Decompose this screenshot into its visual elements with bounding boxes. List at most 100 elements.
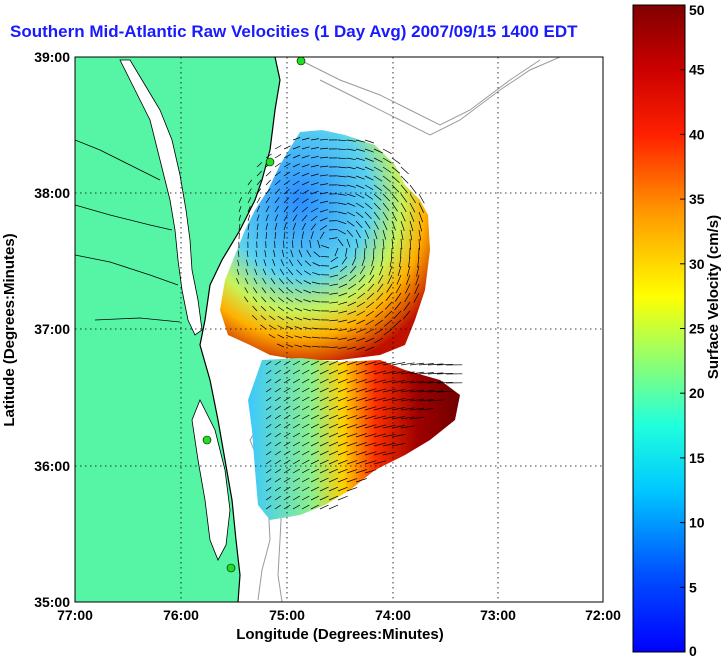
station-marker-2[interactable] bbox=[265, 157, 275, 167]
velocity-vector bbox=[260, 324, 267, 330]
velocity-vector bbox=[265, 205, 270, 213]
velocity-vector bbox=[328, 414, 339, 420]
velocity-vector bbox=[294, 298, 303, 303]
velocity-vector bbox=[310, 450, 320, 456]
velocity-vector bbox=[366, 292, 375, 300]
velocity-vector bbox=[373, 388, 386, 393]
velocity-vector bbox=[337, 211, 347, 215]
velocity-vector bbox=[301, 486, 310, 492]
velocity-vector bbox=[310, 504, 320, 510]
velocity-vector bbox=[346, 139, 356, 142]
velocity-vector bbox=[247, 223, 250, 231]
velocity-vector bbox=[319, 209, 329, 213]
velocity-vector bbox=[373, 211, 381, 220]
colorbar-tick-label: 10 bbox=[689, 515, 705, 531]
velocity-vector bbox=[286, 297, 294, 303]
velocity-vector bbox=[301, 146, 310, 150]
velocity-vector bbox=[391, 434, 406, 438]
velocity-vector bbox=[346, 175, 356, 179]
velocity-vector bbox=[409, 184, 417, 194]
velocity-vector bbox=[292, 495, 300, 501]
velocity-vector bbox=[391, 371, 406, 375]
velocity-vector bbox=[283, 486, 291, 492]
velocity-vector bbox=[283, 477, 291, 483]
velocity-vector bbox=[330, 256, 339, 263]
velocity-vector bbox=[274, 179, 281, 186]
velocity-vector bbox=[292, 197, 299, 204]
velocity-vector bbox=[364, 193, 373, 200]
station-marker-4[interactable] bbox=[226, 563, 236, 573]
velocity-vector bbox=[345, 247, 348, 257]
colorbar-tick-label: 5 bbox=[689, 579, 697, 595]
velocity-vector bbox=[400, 398, 415, 402]
velocity-vector bbox=[310, 477, 320, 483]
velocity-vector bbox=[304, 270, 312, 276]
velocity-vector bbox=[382, 415, 396, 420]
velocity-vector bbox=[283, 240, 285, 249]
velocity-vector bbox=[274, 387, 281, 393]
velocity-vector bbox=[274, 405, 281, 411]
velocity-vector bbox=[364, 433, 377, 438]
velocity-vector bbox=[310, 215, 318, 222]
velocity-vector bbox=[292, 180, 300, 186]
velocity-vector bbox=[292, 206, 299, 213]
velocity-vector bbox=[347, 319, 357, 324]
velocity-vector bbox=[310, 138, 319, 141]
velocity-vector bbox=[292, 378, 300, 384]
velocity-vector bbox=[382, 211, 389, 221]
velocity-vector bbox=[364, 388, 377, 393]
velocity-vector bbox=[395, 283, 402, 294]
velocity-vector bbox=[391, 362, 406, 366]
velocity-vector bbox=[319, 165, 329, 168]
velocity-vector bbox=[329, 274, 339, 278]
velocity-vector bbox=[373, 202, 381, 211]
velocity-vector bbox=[292, 154, 301, 159]
velocity-vector bbox=[391, 202, 398, 212]
velocity-vector bbox=[310, 387, 320, 393]
velocity-vector bbox=[346, 406, 358, 411]
velocity-vector bbox=[262, 277, 267, 285]
velocity-vector bbox=[346, 460, 358, 465]
velocity-vector bbox=[409, 193, 416, 204]
x-tick-label: 72:00 bbox=[585, 607, 621, 623]
velocity-vector bbox=[328, 378, 339, 384]
velocity-vector bbox=[265, 487, 272, 492]
velocity-vector bbox=[265, 433, 272, 438]
velocity-vector bbox=[364, 238, 367, 249]
velocity-vector bbox=[403, 301, 411, 311]
velocity-vector bbox=[409, 238, 412, 250]
velocity-vector bbox=[310, 223, 317, 231]
velocity-vector bbox=[384, 319, 393, 327]
velocity-vector bbox=[346, 442, 358, 447]
velocity-vector bbox=[338, 310, 348, 314]
station-marker-1[interactable] bbox=[296, 57, 306, 66]
velocity-vector bbox=[337, 387, 348, 393]
velocity-vector bbox=[286, 306, 294, 312]
velocity-vector bbox=[297, 259, 303, 267]
velocity-vector bbox=[368, 274, 375, 284]
velocity-vector bbox=[264, 250, 267, 258]
velocity-vector bbox=[244, 278, 249, 285]
velocity-vector bbox=[328, 441, 339, 447]
station-marker-3[interactable] bbox=[202, 435, 212, 445]
velocity-vector bbox=[338, 292, 348, 297]
velocity-vector bbox=[391, 193, 399, 203]
velocity-vector bbox=[347, 310, 357, 315]
velocity-vector bbox=[277, 315, 285, 321]
velocity-vector bbox=[364, 184, 374, 191]
velocity-vector bbox=[292, 405, 300, 411]
velocity-vector bbox=[294, 316, 303, 321]
velocity-vector bbox=[265, 214, 269, 222]
velocity-vector bbox=[405, 274, 411, 285]
velocity-vector bbox=[337, 360, 348, 366]
velocity-vector bbox=[355, 346, 366, 351]
velocity-vector bbox=[294, 344, 303, 348]
velocity-vector bbox=[279, 268, 285, 276]
velocity-vector bbox=[347, 301, 357, 307]
velocity-vector bbox=[310, 414, 320, 420]
velocity-vector bbox=[355, 211, 364, 218]
velocity-vector bbox=[382, 424, 396, 429]
velocity-vector bbox=[337, 193, 347, 196]
velocity-vector bbox=[329, 319, 339, 322]
velocity-vector bbox=[338, 283, 348, 288]
